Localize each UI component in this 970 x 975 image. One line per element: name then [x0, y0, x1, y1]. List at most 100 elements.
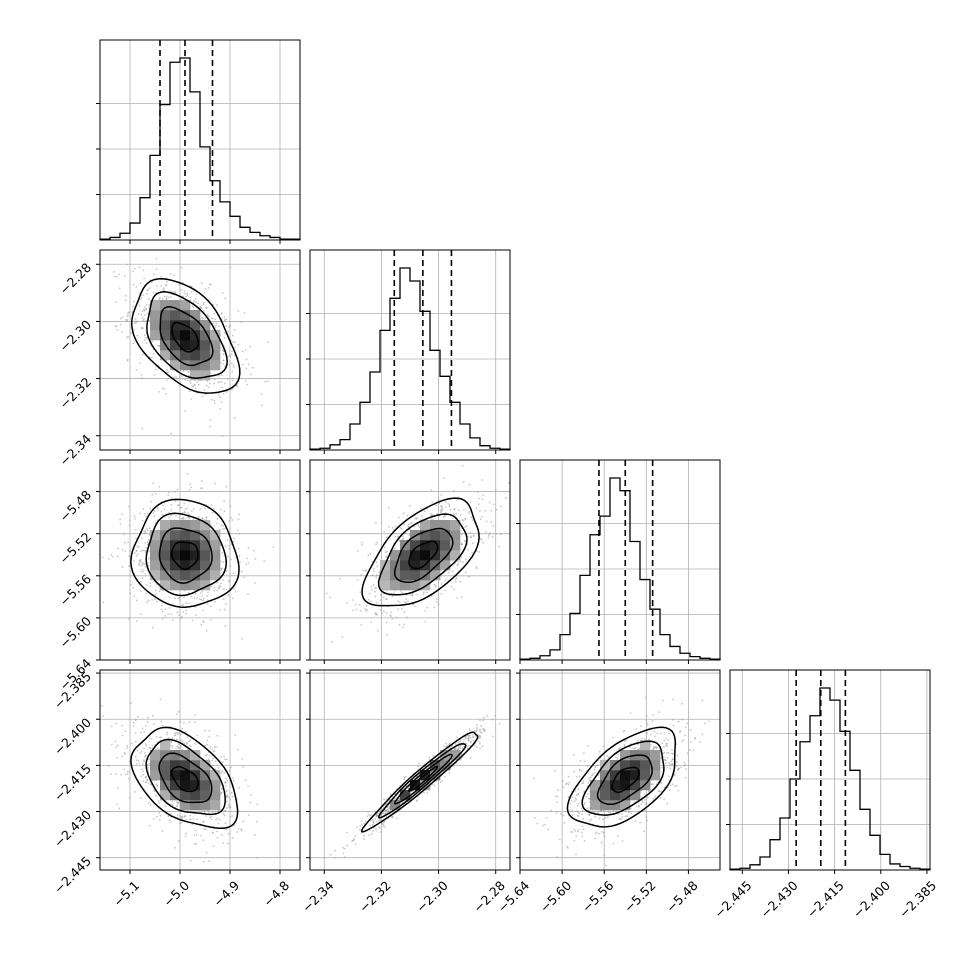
- scatter-point: [141, 538, 143, 540]
- density-cell: [180, 570, 190, 580]
- scatter-point: [134, 268, 136, 270]
- scatter-point: [224, 382, 226, 384]
- scatter-point: [179, 376, 181, 378]
- scatter-point: [228, 364, 230, 366]
- scatter-point: [469, 737, 471, 739]
- scatter-point: [122, 316, 124, 318]
- scatter-point: [182, 741, 184, 743]
- scatter-point: [148, 802, 150, 804]
- scatter-point: [221, 552, 223, 554]
- scatter-point: [159, 297, 161, 299]
- scatter-point: [170, 613, 172, 615]
- scatter-point: [206, 314, 208, 316]
- scatter-point: [366, 609, 368, 611]
- scatter-point: [454, 748, 456, 750]
- scatter-point: [203, 389, 205, 391]
- scatter-point: [490, 510, 492, 512]
- scatter-point: [171, 497, 173, 499]
- scatter-point: [468, 738, 470, 740]
- scatter-point: [125, 295, 127, 297]
- scatter-point: [478, 503, 480, 505]
- scatter-point: [416, 799, 418, 801]
- scatter-point: [207, 603, 209, 605]
- scatter-point: [498, 546, 500, 548]
- density-cell: [170, 530, 180, 540]
- scatter-point: [473, 740, 475, 742]
- scatter-point: [177, 814, 179, 816]
- scatter-point: [168, 511, 170, 513]
- scatter-point: [138, 563, 140, 565]
- scatter-point: [511, 701, 513, 703]
- scatter-point: [175, 734, 177, 736]
- density-cell: [200, 550, 210, 560]
- scatter-point: [148, 558, 150, 560]
- scatter-point: [163, 287, 165, 289]
- scatter-point: [150, 501, 152, 503]
- scatter-point: [124, 275, 126, 277]
- scatter-point: [376, 587, 378, 589]
- scatter-point: [155, 493, 157, 495]
- scatter-point: [194, 721, 196, 723]
- scatter-point: [137, 335, 139, 337]
- scatter-point: [127, 360, 129, 362]
- scatter-point: [465, 558, 467, 560]
- scatter-point: [492, 525, 494, 527]
- scatter-point: [151, 341, 153, 343]
- scatter-point: [133, 560, 135, 562]
- scatter-point: [431, 489, 433, 491]
- scatter-point: [192, 305, 194, 307]
- scatter-point: [243, 577, 245, 579]
- scatter-point: [224, 625, 226, 627]
- scatter-point: [167, 371, 169, 373]
- scatter-point: [359, 825, 361, 827]
- scatter-point: [136, 763, 138, 765]
- scatter-point: [158, 812, 160, 814]
- scatter-point: [189, 721, 191, 723]
- scatter-point: [162, 830, 164, 832]
- scatter-point: [202, 591, 204, 593]
- scatter-point: [444, 515, 446, 517]
- scatter-point: [403, 779, 405, 781]
- density-cell: [210, 540, 220, 550]
- scatter-point: [206, 852, 208, 854]
- scatter-point: [228, 594, 230, 596]
- scatter-point: [458, 746, 460, 748]
- scatter-point: [128, 778, 130, 780]
- scatter-point: [214, 601, 216, 603]
- scatter-point: [254, 834, 256, 836]
- scatter-point: [232, 379, 234, 381]
- scatter-point: [176, 611, 178, 613]
- scatter-point: [211, 748, 213, 750]
- scatter-point: [115, 723, 117, 725]
- scatter-point: [186, 743, 188, 745]
- scatter-point: [230, 517, 232, 519]
- scatter-point: [206, 595, 208, 597]
- scatter-point: [180, 734, 182, 736]
- scatter-point: [213, 400, 215, 402]
- scatter-point: [374, 818, 376, 820]
- scatter-point: [196, 818, 198, 820]
- x-tick-label: −2.400: [850, 878, 893, 921]
- scatter-point: [241, 638, 243, 640]
- scatter-point: [176, 738, 178, 740]
- scatter-point: [380, 609, 382, 611]
- scatter-point: [154, 510, 156, 512]
- scatter-point: [386, 536, 388, 538]
- scatter-point: [482, 745, 484, 747]
- scatter-point: [157, 509, 159, 511]
- scatter-point: [144, 756, 146, 758]
- scatter-point: [149, 527, 151, 529]
- scatter-point: [191, 510, 193, 512]
- x-tick-label: −2.445: [711, 878, 754, 921]
- scatter-point: [479, 748, 481, 750]
- scatter-point: [192, 385, 194, 387]
- scatter-point: [450, 586, 452, 588]
- scatter-point: [224, 297, 226, 299]
- scatter-point: [441, 593, 443, 595]
- scatter-point: [173, 274, 175, 276]
- scatter-point: [179, 507, 181, 509]
- scatter-point: [174, 598, 176, 600]
- density-cell: [410, 570, 420, 580]
- scatter-point: [492, 719, 494, 721]
- scatter-point: [224, 337, 226, 339]
